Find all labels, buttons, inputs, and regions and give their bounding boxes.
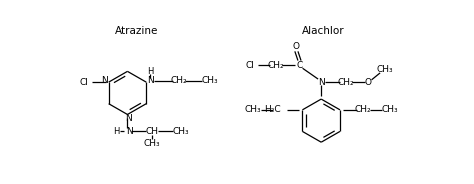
Text: C: C — [296, 61, 302, 70]
Text: CH₂: CH₂ — [337, 78, 354, 87]
Text: N: N — [318, 78, 325, 87]
Text: CH₃: CH₃ — [144, 139, 161, 148]
Text: O: O — [293, 42, 300, 51]
Text: CH₂: CH₂ — [355, 105, 372, 114]
Text: N: N — [147, 76, 154, 85]
Text: CH₃: CH₃ — [245, 105, 261, 114]
Text: Cl: Cl — [80, 78, 88, 87]
Text: CH₃: CH₃ — [173, 127, 189, 136]
Text: Alachlor: Alachlor — [301, 26, 344, 36]
Text: H₂C: H₂C — [264, 105, 281, 114]
Text: CH: CH — [146, 127, 159, 136]
Text: N: N — [126, 127, 133, 136]
Text: N: N — [101, 76, 108, 85]
Text: H: H — [113, 127, 120, 136]
Text: Cl: Cl — [246, 61, 255, 70]
Text: CH₂: CH₂ — [171, 76, 187, 85]
Text: CH₃: CH₃ — [381, 105, 398, 114]
Text: H: H — [147, 67, 153, 76]
Text: O: O — [364, 78, 371, 87]
Text: CH₃: CH₃ — [201, 76, 218, 85]
Text: CH₃: CH₃ — [376, 65, 393, 74]
Text: N: N — [126, 114, 132, 123]
Text: CH₂: CH₂ — [268, 61, 284, 70]
Text: Atrazine: Atrazine — [115, 26, 158, 36]
